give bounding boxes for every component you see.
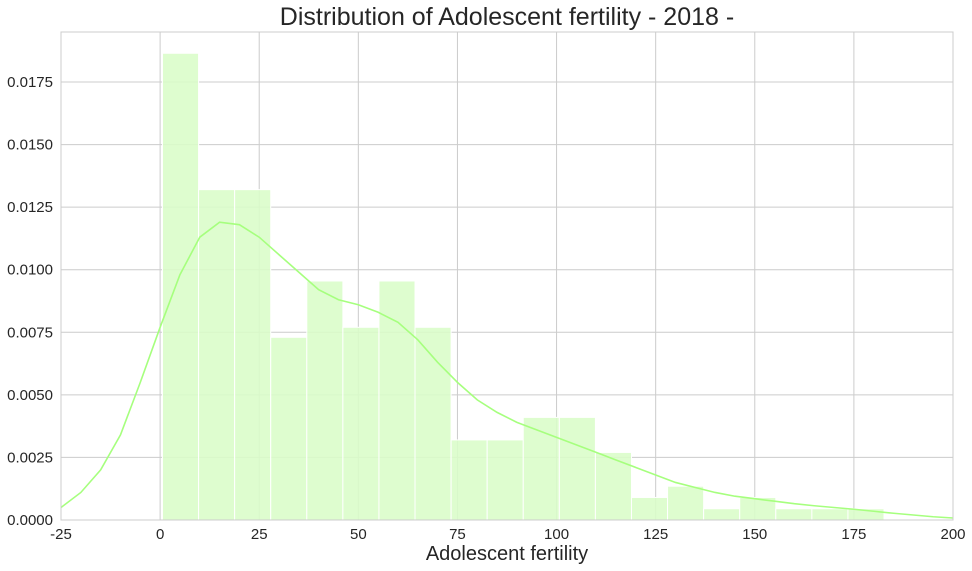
histogram-bar (775, 508, 813, 521)
histogram-bar (342, 326, 380, 521)
x-axis-label: Adolescent fertility (426, 543, 588, 565)
x-tick-label: 200 (940, 526, 965, 543)
histogram-bar (703, 508, 741, 521)
histogram-bar (811, 508, 849, 521)
y-tick-label: 0.0125 (7, 199, 53, 216)
y-tick-label: 0.0150 (7, 137, 53, 154)
x-tick-label: 50 (350, 526, 367, 543)
y-tick-label: 0.0075 (7, 324, 53, 341)
histogram-bar (270, 336, 308, 521)
x-axis-ticks: -25 0 25 50 75 100 125 150 175 200 (50, 526, 965, 543)
x-tick-label: 75 (449, 526, 466, 543)
plot-frame (60, 31, 954, 521)
x-tick-label: 25 (251, 526, 268, 543)
histogram-bar (486, 439, 524, 521)
histogram-bar (198, 189, 236, 521)
y-tick-label: 0.0050 (7, 387, 53, 404)
chart-title: Distribution of Adolescent fertility - 2… (280, 3, 734, 31)
x-tick-label: -25 (50, 526, 72, 543)
x-tick-label: 0 (156, 526, 164, 543)
y-axis-ticks: 0.0000 0.0025 0.0050 0.0075 0.0100 0.0125 0.01… (7, 74, 53, 529)
histogram-bar (414, 326, 452, 521)
y-tick-label: 0.0025 (7, 449, 53, 466)
histogram-bar (306, 280, 344, 521)
x-tick-label: 175 (841, 526, 866, 543)
histogram-bar (630, 496, 669, 521)
histogram-bar (450, 439, 488, 521)
y-tick-label: 0.0175 (7, 74, 53, 91)
histogram-bar (378, 280, 416, 521)
histogram-bar (667, 485, 705, 521)
y-tick-label: 0.0000 (7, 512, 53, 529)
x-tick-label: 125 (643, 526, 668, 543)
histogram-bar (558, 416, 596, 521)
x-tick-label: 150 (742, 526, 767, 543)
x-tick-label: 100 (544, 526, 569, 543)
histogram-bar (594, 451, 632, 521)
histogram-bars (161, 52, 885, 521)
histogram-bar (161, 52, 200, 521)
y-tick-label: 0.0100 (7, 262, 53, 279)
histogram-bar (522, 416, 560, 521)
kde-curve (60, 221, 954, 519)
histogram-bar (234, 189, 272, 521)
